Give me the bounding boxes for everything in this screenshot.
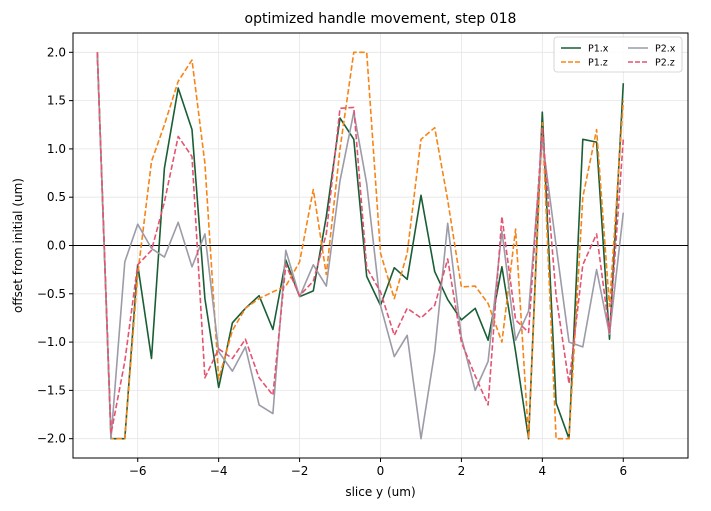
x-tick-label: 2	[458, 464, 466, 478]
y-tick-label: 0.0	[47, 239, 66, 253]
y-tick-label: −1.5	[37, 383, 66, 397]
y-tick-label: 1.5	[47, 94, 66, 108]
legend-label: P2.x	[655, 44, 676, 55]
y-tick-label: 0.5	[47, 190, 66, 204]
y-tick-label: −0.5	[37, 287, 66, 301]
y-tick-label: −2.0	[37, 432, 66, 446]
y-tick-label: 2.0	[47, 45, 66, 59]
x-tick-label: 6	[619, 464, 627, 478]
x-tick-label: 4	[539, 464, 547, 478]
x-tick-label: −6	[129, 464, 147, 478]
y-tick-label: 1.0	[47, 142, 66, 156]
y-axis-label: offset from initial (um)	[11, 178, 25, 313]
legend: P1.x P1.z P2.x P2.z	[553, 36, 683, 73]
x-tick-label: −4	[210, 464, 228, 478]
y-tick-label: −1.0	[37, 335, 66, 349]
legend-label: P2.z	[655, 58, 675, 69]
legend-label: P1.z	[588, 58, 608, 69]
legend-label: P1.x	[588, 44, 609, 55]
x-tick-label: 0	[377, 464, 385, 478]
chart-title: optimized handle movement, step 018	[245, 11, 517, 27]
series-line-p1-z	[96, 51, 625, 440]
series-layer	[96, 51, 625, 440]
ticks: −6 −4 −2 0 2 4 6 −2.0 −1.5 −1.0 −0.5 0.0 0.5 1.0 1.5 2.…	[37, 45, 627, 478]
legend-box	[553, 36, 683, 73]
x-axis-label: slice y (um)	[345, 485, 415, 499]
x-tick-label: −2	[291, 464, 309, 478]
